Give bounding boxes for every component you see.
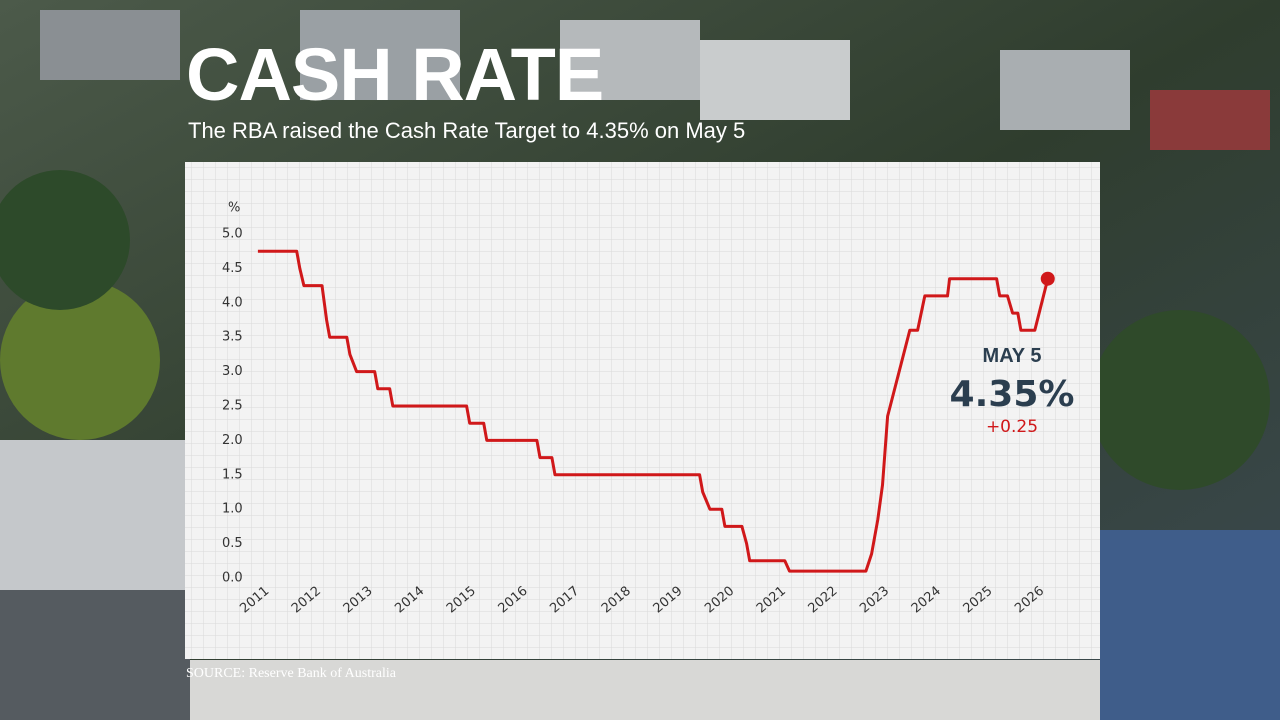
annotation-date: MAY 5 (983, 345, 1042, 367)
y-tick-label: 0.0 (222, 571, 243, 586)
end-marker (1040, 271, 1055, 286)
y-axis-label: % (228, 201, 240, 216)
y-tick-label: 2.5 (222, 399, 243, 414)
annotation-value: 4.35% (950, 374, 1075, 415)
source: SOURCE: Reserve Bank of Australia (186, 666, 397, 681)
y-tick-label: 2.0 (222, 433, 243, 448)
paper-panel (185, 162, 1100, 659)
y-tick-label: 5.0 (222, 227, 243, 242)
chart-title: CASH RATE (186, 33, 603, 116)
y-tick-label: 4.5 (222, 261, 243, 276)
y-tick-label: 1.0 (222, 502, 243, 517)
y-tick-label: 3.5 (222, 330, 243, 345)
y-tick-label: 3.0 (222, 364, 243, 379)
data-line (257, 249, 1050, 573)
chart-subtitle: The RBA raised the Cash Rate Target to 4… (188, 118, 745, 143)
y-tick-label: 1.5 (222, 467, 243, 482)
y-tick-label: 0.5 (222, 536, 243, 551)
annotation-change: +0.25 (986, 417, 1038, 437)
y-tick-label: 4.0 (222, 295, 243, 310)
